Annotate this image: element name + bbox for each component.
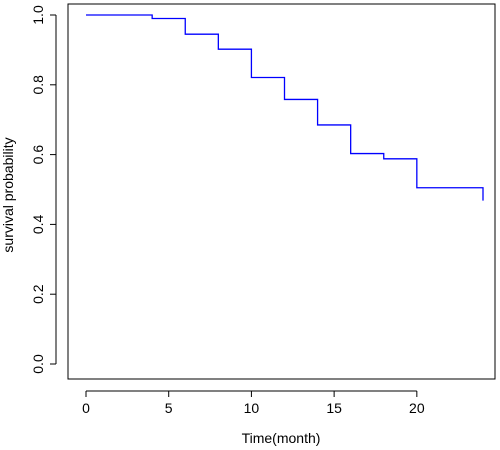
y-tick-label: 0.6	[30, 145, 46, 165]
survival-curve	[86, 14, 484, 201]
y-tick-label: 0.4	[30, 214, 46, 234]
x-tick-label: 0	[82, 400, 90, 416]
y-tick-label: 1.0	[30, 5, 46, 25]
series-layer	[86, 14, 484, 201]
y-tick-label: 0.2	[30, 284, 46, 304]
x-tick-label: 15	[326, 400, 342, 416]
y-axis-label: survival probability	[0, 137, 16, 252]
x-tick-label: 10	[244, 400, 260, 416]
x-tick-label: 20	[409, 400, 425, 416]
x-axis: 0 5 10 15 20	[82, 390, 425, 416]
y-axis: 0.0 0.2 0.4 0.6 0.8 1.0	[30, 5, 57, 374]
plot-frame	[67, 3, 496, 380]
y-tick-label: 0.8	[30, 75, 46, 95]
x-axis-label: Time(month)	[242, 430, 321, 446]
y-tick-label: 0.0	[30, 354, 46, 374]
x-tick-label: 5	[165, 400, 173, 416]
